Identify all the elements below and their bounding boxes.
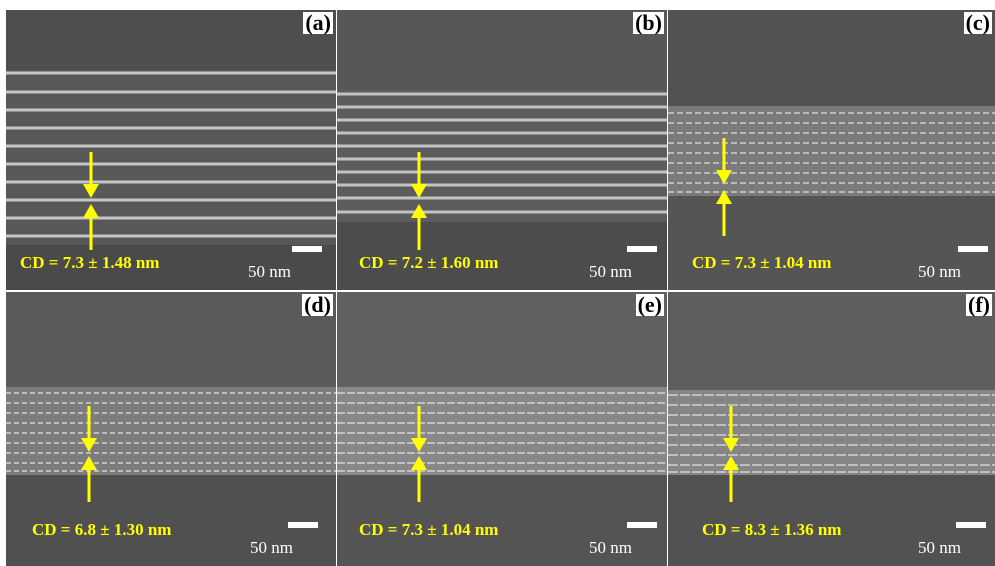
up-arrow-icon [83,204,99,250]
panel-label: (b) [633,10,664,35]
down-arrow-icon [411,406,427,452]
scale-bar [958,246,988,252]
panel-label: (d) [302,292,333,317]
sem-image-f [668,292,995,566]
up-arrow-icon [723,456,739,502]
scale-bar [627,522,657,528]
panel-d: (d) CD = 6.8 ± 1.30 nm 50 nm [6,292,336,566]
up-arrow-icon [81,456,97,502]
panel-b: (b) CD = 7.2 ± 1.60 nm 50 nm [337,10,667,290]
cd-measurement: CD = 8.3 ± 1.36 nm [702,520,842,539]
scale-bar [956,522,986,528]
cd-measurement: CD = 7.2 ± 1.60 nm [359,253,499,272]
sem-image-e [337,292,667,566]
up-arrow-icon [716,190,732,236]
cd-measurement: CD = 7.3 ± 1.48 nm [20,253,160,272]
up-arrow-icon [411,204,427,250]
down-arrow-icon [716,138,732,184]
panel-a: (a) CD = 7.3 ± 1.48 nm 50 nm [6,10,336,290]
panel-f: (f) CD = 8.3 ± 1.36 nm 50 nm [668,292,995,566]
scale-label: 50 nm [918,538,961,557]
panel-c: (c) CD = 7.3 ± 1.04 nm 50 nm [668,10,995,290]
sem-image-d [6,292,336,566]
scale-label: 50 nm [589,262,632,281]
panel-label: (a) [303,10,333,35]
sem-image-b [337,10,667,290]
cd-measurement: CD = 6.8 ± 1.30 nm [32,520,172,539]
panel-e: (e) CD = 7.3 ± 1.04 nm 50 nm [337,292,667,566]
scale-label: 50 nm [918,262,961,281]
scale-bar [292,246,322,252]
scale-label: 50 nm [250,538,293,557]
cd-measurement: CD = 7.3 ± 1.04 nm [692,253,832,272]
scale-label: 50 nm [589,538,632,557]
scale-bar [288,522,318,528]
scale-label: 50 nm [248,262,291,281]
up-arrow-icon [411,456,427,502]
down-arrow-icon [81,406,97,452]
down-arrow-icon [83,152,99,198]
scale-bar [627,246,657,252]
down-arrow-icon [723,406,739,452]
sem-image-a [6,10,336,290]
panel-label: (c) [963,10,992,35]
panel-label: (e) [635,292,664,317]
cd-measurement: CD = 7.3 ± 1.04 nm [359,520,499,539]
panel-label: (f) [966,292,992,317]
down-arrow-icon [411,152,427,198]
